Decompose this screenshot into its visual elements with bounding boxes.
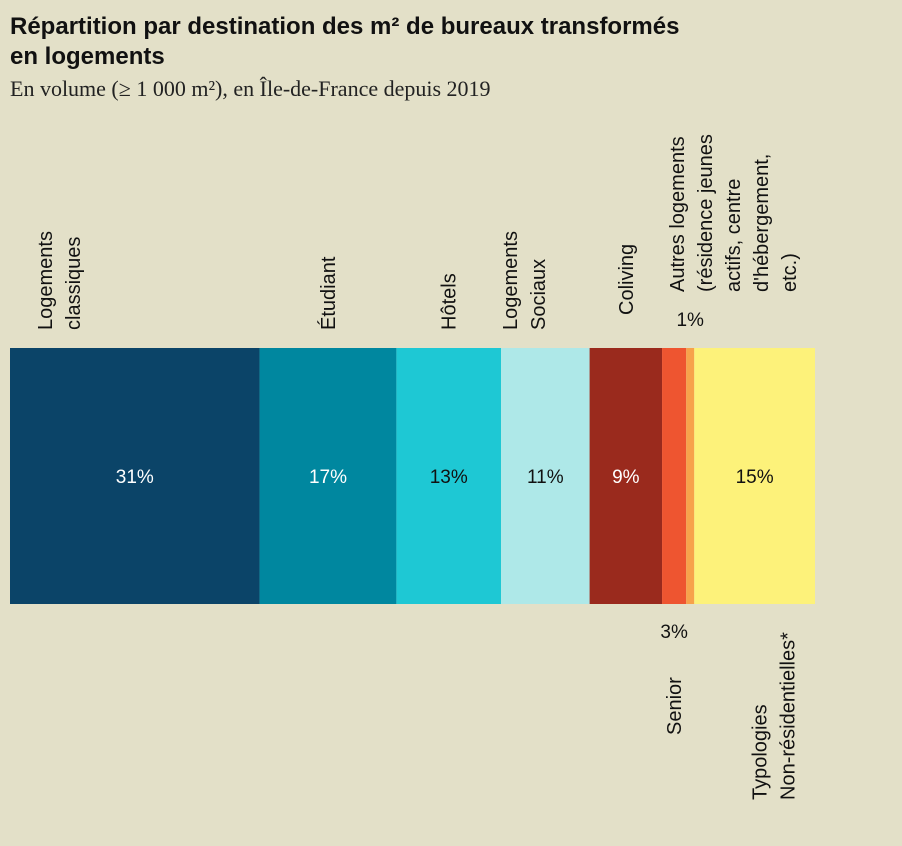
category-label: Typologies Non-résidentielles*	[749, 632, 799, 800]
category-label-line: Autres logements	[667, 136, 689, 292]
value-label: 31%	[116, 467, 154, 488]
bar-segment	[10, 348, 260, 604]
bar-segment	[662, 348, 687, 604]
bar-segment	[694, 348, 815, 604]
bar-segment	[259, 348, 397, 604]
category-label-line: d'hébergement,	[751, 154, 773, 292]
category-label-line: Senior	[664, 677, 686, 735]
value-label: 17%	[309, 467, 347, 488]
category-label-line: actifs, centre	[723, 179, 745, 292]
category-label: Senior	[664, 677, 686, 735]
category-label: Autres logements (résidence jeunes actifs,…	[667, 134, 801, 292]
bar-segment	[396, 348, 502, 604]
category-label-line: Logements	[500, 231, 522, 330]
category-label-line: Sociaux	[528, 259, 550, 330]
bar-segment	[501, 348, 590, 604]
value-label: 9%	[612, 467, 640, 488]
category-label-line: Typologies	[749, 704, 771, 800]
chart-title: Répartition par destination des m² de bu…	[10, 13, 679, 40]
value-label: 1%	[676, 310, 704, 331]
chart-subtitle: En volume (≥ 1 000 m²), en Île-de-France…	[10, 76, 491, 101]
bar-segment	[589, 348, 663, 604]
category-label-line: Logements	[35, 231, 57, 330]
category-label: Étudiant	[317, 256, 340, 330]
category-label: Hôtels	[439, 273, 461, 330]
value-label: 15%	[736, 467, 774, 488]
category-label: Logements Sociaux	[500, 231, 550, 330]
value-label: 11%	[527, 467, 564, 488]
category-label-line: classiques	[63, 237, 85, 330]
bar-segment	[686, 348, 695, 604]
category-label-line: Non-résidentielles*	[777, 632, 799, 800]
chart-title: en logements	[10, 43, 165, 70]
value-label: 3%	[660, 622, 688, 643]
category-label: Coliving	[616, 244, 638, 315]
category-label-line: Étudiant	[317, 256, 340, 330]
value-label: 13%	[430, 467, 468, 488]
category-label-line: etc.)	[779, 253, 801, 292]
category-label: Logements classiques	[35, 231, 85, 330]
category-label-line: Coliving	[616, 244, 638, 315]
category-label-line: Hôtels	[439, 273, 461, 330]
category-label-line: (résidence jeunes	[695, 134, 717, 292]
